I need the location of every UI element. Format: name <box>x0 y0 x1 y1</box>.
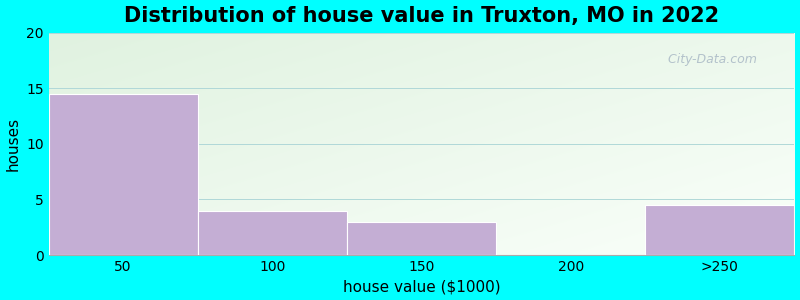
Bar <box>198 211 347 255</box>
X-axis label: house value ($1000): house value ($1000) <box>342 279 500 294</box>
Y-axis label: houses: houses <box>6 117 21 171</box>
Title: Distribution of house value in Truxton, MO in 2022: Distribution of house value in Truxton, … <box>124 6 719 26</box>
Text: City-Data.com: City-Data.com <box>660 53 757 66</box>
Bar <box>49 94 198 255</box>
Bar <box>646 205 794 255</box>
Bar <box>347 222 496 255</box>
